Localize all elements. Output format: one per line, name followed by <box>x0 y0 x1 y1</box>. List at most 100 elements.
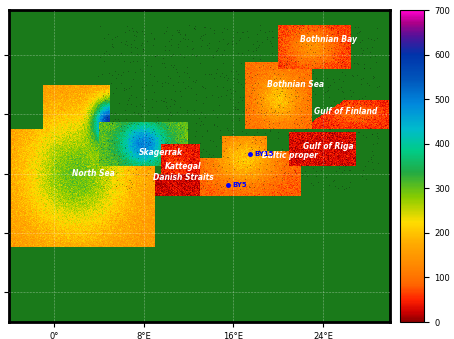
Point <box>99 183 107 188</box>
Point <box>176 125 183 131</box>
Point <box>110 169 118 175</box>
Point <box>306 131 313 136</box>
Point <box>110 152 118 157</box>
Point <box>175 44 182 50</box>
Point <box>331 110 339 115</box>
Point <box>298 35 306 41</box>
Point <box>117 51 124 56</box>
Point <box>138 84 146 89</box>
Point <box>105 143 113 148</box>
Point <box>162 95 169 100</box>
Point <box>183 109 190 114</box>
Point <box>143 62 151 68</box>
Point <box>305 73 312 78</box>
Point <box>199 171 207 176</box>
Point <box>235 37 242 43</box>
Point <box>176 104 183 110</box>
Point <box>374 135 381 141</box>
Point <box>279 175 286 181</box>
Point <box>151 73 158 78</box>
Point <box>172 98 179 104</box>
Point <box>151 37 158 42</box>
Point <box>197 149 204 155</box>
Point <box>247 91 255 96</box>
Point <box>266 128 273 134</box>
Point <box>327 145 335 150</box>
Point <box>169 82 177 88</box>
Point <box>214 94 222 99</box>
Point <box>268 106 275 111</box>
Point <box>352 156 359 161</box>
Point <box>232 40 240 45</box>
Point <box>164 117 172 122</box>
Point <box>311 91 319 96</box>
Point <box>300 81 307 86</box>
Point <box>129 135 136 140</box>
Point <box>224 41 231 47</box>
Point <box>280 104 287 110</box>
Point <box>233 29 241 35</box>
Point <box>95 73 102 78</box>
Point <box>197 122 204 127</box>
Point <box>210 123 217 128</box>
Point <box>291 170 298 175</box>
Point <box>109 118 116 123</box>
Point <box>232 68 239 73</box>
Point <box>184 136 192 141</box>
Point <box>142 128 149 134</box>
Point <box>136 136 143 141</box>
Point <box>220 26 227 31</box>
Point <box>210 27 217 32</box>
Point <box>360 133 367 138</box>
Point <box>356 109 364 115</box>
Point <box>211 76 218 81</box>
Point <box>131 38 138 43</box>
Point <box>223 27 231 32</box>
Point <box>347 94 355 99</box>
Point <box>105 91 112 96</box>
Point <box>202 156 209 162</box>
Point <box>326 126 334 132</box>
Point <box>214 114 221 119</box>
Point <box>114 116 121 121</box>
Point <box>373 131 380 136</box>
Point <box>301 168 308 174</box>
Point <box>288 157 295 163</box>
Point <box>173 149 180 154</box>
Point <box>325 23 332 28</box>
Point <box>280 63 287 68</box>
Point <box>192 23 199 28</box>
Point <box>276 120 283 126</box>
Point <box>155 117 162 122</box>
Point <box>133 149 140 155</box>
Point <box>204 174 212 180</box>
Point <box>197 109 204 115</box>
Point <box>307 171 315 176</box>
Point <box>208 154 215 159</box>
Point <box>218 151 225 157</box>
Point <box>251 80 258 85</box>
Point <box>225 111 232 116</box>
Point <box>246 116 253 122</box>
Point <box>250 55 257 60</box>
Point <box>361 65 368 71</box>
Point <box>225 175 232 180</box>
Point <box>265 119 272 124</box>
Point <box>192 91 200 97</box>
Point <box>118 181 126 187</box>
Point <box>119 69 126 75</box>
Point <box>268 34 276 39</box>
Point <box>326 95 333 100</box>
Point <box>284 100 291 105</box>
Point <box>176 89 183 94</box>
Point <box>297 43 304 49</box>
Point <box>298 108 305 114</box>
Point <box>327 25 335 31</box>
Point <box>330 50 337 55</box>
Point <box>276 92 283 98</box>
Point <box>117 40 124 45</box>
Point <box>275 129 282 135</box>
Point <box>343 107 350 112</box>
Point <box>329 113 336 118</box>
Point <box>343 157 350 162</box>
